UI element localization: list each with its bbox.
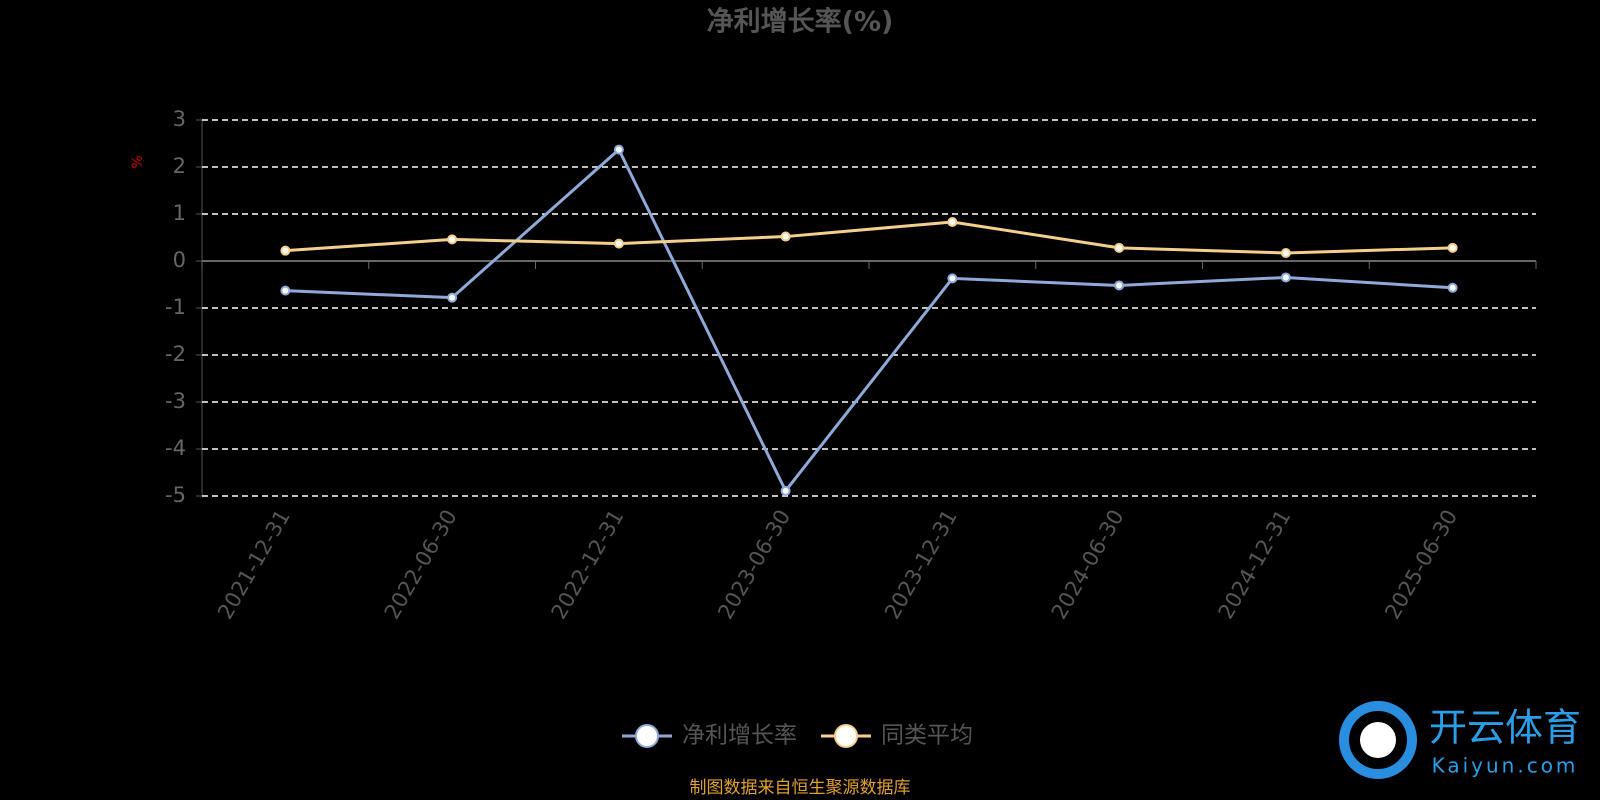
y-tick-label: 2	[173, 154, 186, 178]
x-tick-label: 2025-06-30	[1380, 506, 1462, 624]
logo-ball	[1360, 722, 1396, 758]
legend-item[interactable]: 净利增长率	[622, 723, 797, 749]
data-point	[1447, 282, 1458, 293]
data-point	[613, 144, 624, 155]
data-point	[447, 292, 458, 303]
data-point	[1280, 272, 1291, 283]
y-axis-label: %	[130, 155, 146, 168]
x-tick-label: 2021-12-31	[213, 506, 295, 624]
data-point	[1447, 242, 1458, 253]
data-point	[947, 216, 958, 227]
source-note: 制图数据来自恒生聚源数据库	[690, 778, 911, 798]
watermark: 开云体育 Kaiyun.com	[1339, 701, 1581, 779]
x-tick-label: 2023-06-30	[713, 506, 795, 624]
data-point	[447, 234, 458, 245]
site: Kaiyun.com	[1432, 754, 1579, 778]
x-tick-label: 2022-06-30	[380, 506, 462, 624]
legend-label: 净利增长率	[682, 723, 797, 749]
series-line	[285, 147, 1453, 494]
y-tick-label: -4	[165, 436, 186, 460]
y-tick-label: -1	[165, 295, 186, 319]
data-point	[1280, 248, 1291, 259]
brand: 开云体育	[1429, 706, 1581, 750]
data-point	[780, 485, 791, 496]
series-line	[285, 220, 1453, 255]
data-point	[613, 238, 624, 249]
logo-ring	[1339, 701, 1417, 779]
data-point	[280, 285, 291, 296]
y-tick-label: -3	[165, 389, 186, 413]
x-tick-label: 2023-12-31	[880, 506, 962, 624]
chart-title: 净利增长率(%)	[707, 6, 894, 38]
y-tick-label: 3	[173, 107, 186, 131]
legend-marker	[834, 724, 858, 748]
legend-label: 同类平均	[881, 723, 973, 749]
y-tick-label: 1	[173, 201, 186, 225]
y-tick-label: 0	[173, 248, 186, 272]
data-point	[947, 273, 958, 284]
legend-marker	[635, 724, 659, 748]
data-point	[780, 231, 791, 242]
x-tick-label: 2024-06-30	[1047, 506, 1129, 624]
y-tick-label: -5	[165, 483, 186, 507]
data-point	[1114, 280, 1125, 291]
x-tick-label: 2024-12-31	[1214, 506, 1296, 624]
legend-item[interactable]: 同类平均	[821, 723, 973, 749]
data-point	[280, 245, 291, 256]
x-tick-label: 2022-12-31	[547, 506, 629, 624]
y-tick-label: -2	[165, 342, 186, 366]
data-point	[1114, 242, 1125, 253]
